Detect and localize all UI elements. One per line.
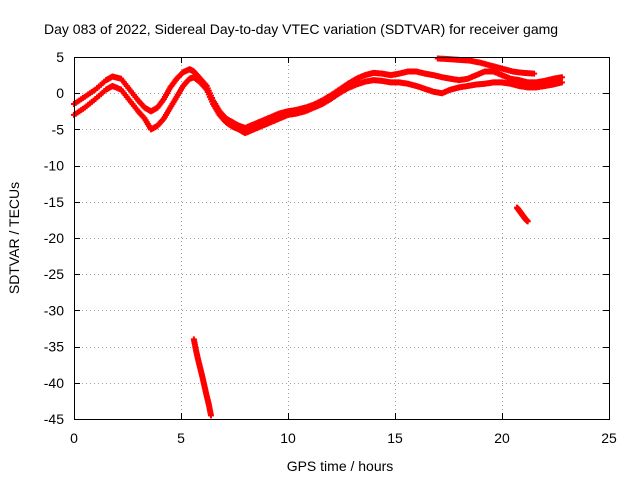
y-tick-label: -40: [44, 375, 64, 391]
y-tick-label: -15: [44, 194, 64, 210]
series-outlier-near-21h: [513, 204, 531, 225]
x-tick-label: 10: [280, 430, 296, 446]
y-tick-label: 5: [56, 49, 64, 65]
y-tick-label: -30: [44, 302, 64, 318]
x-tick-label: 20: [494, 430, 510, 446]
data-points: [71, 55, 565, 419]
chart-title: Day 083 of 2022, Sidereal Day-to-day VTE…: [44, 21, 558, 37]
x-tick-label: 15: [387, 430, 403, 446]
axes: 0 5 10 15 20 25 5 0 -5 -10 -15 -20 -25 -30 -35 -40 -45: [44, 49, 617, 446]
y-tick-label: 0: [56, 85, 64, 101]
x-tick-label: 5: [177, 430, 185, 446]
y-tick-label: -5: [52, 121, 65, 137]
y-tick-label: -35: [44, 339, 64, 355]
x-tick-label: 25: [601, 430, 617, 446]
series-outlier-near-5h: [190, 336, 214, 419]
series-track-lower: [71, 74, 565, 137]
data-point: [558, 74, 565, 81]
y-tick-label: -25: [44, 266, 64, 282]
y-tick-label: -20: [44, 230, 64, 246]
data-point: [524, 218, 531, 225]
y-tick-label: -45: [44, 411, 64, 427]
data-point: [207, 412, 214, 419]
series-track-upper: [71, 66, 565, 131]
y-tick-label: -10: [44, 158, 64, 174]
y-axis-label: SDTVAR / TECUs: [6, 182, 22, 294]
data-point: [531, 70, 538, 77]
data-point: [558, 79, 565, 86]
series-arc-upper-right: [434, 55, 538, 77]
x-axis-label: GPS time / hours: [287, 458, 394, 474]
x-tick-label: 0: [70, 430, 78, 446]
